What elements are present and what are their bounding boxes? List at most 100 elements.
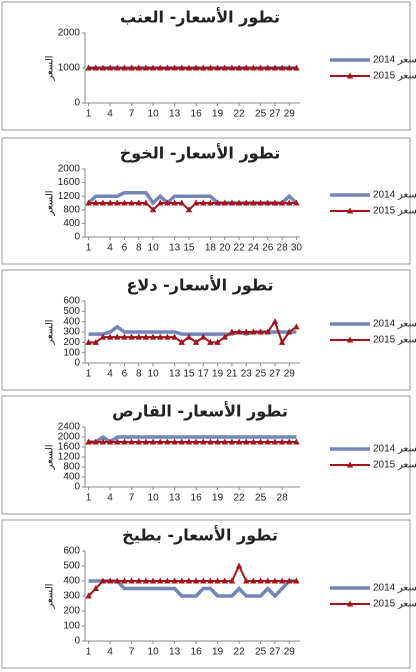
point-marker <box>235 199 243 206</box>
point-marker <box>228 199 236 206</box>
point-marker <box>149 206 157 213</box>
chart-title: تطور الأسعار- الخوخ <box>120 144 281 163</box>
point-marker <box>142 64 150 71</box>
x-tick-label: 6 <box>122 369 128 380</box>
point-marker <box>114 333 121 340</box>
x-tick-label: 29 <box>284 369 296 380</box>
point-marker <box>106 199 114 206</box>
point-marker <box>235 438 243 445</box>
point-marker <box>286 64 293 71</box>
point-marker <box>221 577 228 584</box>
point-marker <box>157 333 164 340</box>
point-marker <box>221 199 228 206</box>
point-marker <box>135 333 142 340</box>
point-marker <box>106 577 114 584</box>
y-tick-label: 400 <box>63 218 80 229</box>
x-tick-label: 16 <box>191 109 203 120</box>
y-axis-label: السعر <box>45 190 56 216</box>
point-marker <box>164 577 171 584</box>
x-tick-label: 1 <box>86 493 92 504</box>
point-marker <box>178 577 185 584</box>
point-marker <box>214 438 221 445</box>
y-tick-label: 0 <box>74 636 80 647</box>
point-marker <box>271 199 279 206</box>
point-marker <box>278 577 286 584</box>
x-tick-label: 8 <box>136 369 142 380</box>
legend-label: السعر 2015 <box>373 206 416 217</box>
point-marker <box>185 333 193 340</box>
x-tick-label: 28 <box>277 493 289 504</box>
point-marker <box>192 64 200 71</box>
x-tick-label: 29 <box>284 647 296 658</box>
point-marker <box>178 438 185 445</box>
chart-panel: تطور الأسعار- دلاعالسعر01002003004005006… <box>1 269 416 391</box>
x-tick-label: 29 <box>284 109 296 120</box>
y-tick-label: 2400 <box>58 422 81 433</box>
point-marker <box>128 333 135 340</box>
point-marker <box>121 438 128 445</box>
point-marker <box>157 577 164 584</box>
x-tick-label: 27 <box>269 369 281 380</box>
legend-marker <box>346 600 354 607</box>
point-marker <box>250 438 257 445</box>
x-tick-label: 13 <box>169 647 181 658</box>
point-marker <box>149 64 157 71</box>
y-tick-label: 500 <box>63 306 80 317</box>
point-marker <box>99 64 107 71</box>
y-tick-label: 800 <box>63 204 80 215</box>
legend-label: السعر 2014 <box>373 444 416 455</box>
point-marker <box>286 438 293 445</box>
point-marker <box>293 577 300 584</box>
point-marker <box>207 338 214 345</box>
point-marker <box>221 64 228 71</box>
point-marker <box>114 438 121 445</box>
x-tick-label: 10 <box>148 493 160 504</box>
point-marker <box>185 438 193 445</box>
legend-marker <box>346 461 354 468</box>
x-tick-label: 26 <box>262 243 274 254</box>
point-marker <box>149 577 157 584</box>
point-marker <box>271 577 279 584</box>
y-tick-label: 100 <box>63 621 80 632</box>
y-tick-label: 500 <box>63 561 80 572</box>
point-marker <box>228 64 236 71</box>
x-tick-label: 22 <box>234 647 246 658</box>
x-tick-label: 8 <box>136 243 142 254</box>
x-tick-label: 13 <box>169 109 181 120</box>
x-tick-label: 19 <box>212 109 224 120</box>
point-marker <box>200 333 207 340</box>
x-tick-label: 10 <box>148 647 160 658</box>
x-tick-label: 7 <box>129 647 135 658</box>
y-tick-label: 300 <box>63 327 80 338</box>
point-marker <box>207 438 214 445</box>
point-marker <box>135 438 142 445</box>
x-tick-label: 10 <box>148 109 160 120</box>
y-tick-label: 400 <box>63 316 80 327</box>
point-marker <box>200 64 207 71</box>
x-tick-label: 19 <box>212 369 224 380</box>
point-marker <box>235 328 243 335</box>
point-marker <box>264 199 271 206</box>
point-marker <box>157 438 164 445</box>
chart-panel: تطور الأسعار- بطيخ السعر 0 100 200 300 400 500 6… <box>1 519 416 669</box>
point-marker <box>278 338 286 345</box>
series-line <box>88 579 297 599</box>
chart-title: تطور الأسعار- دلاع <box>126 276 273 295</box>
point-marker <box>271 318 279 325</box>
point-marker <box>293 323 300 330</box>
y-tick-label: 300 <box>63 591 80 602</box>
point-marker <box>293 438 300 445</box>
point-marker <box>171 333 178 340</box>
point-marker <box>235 64 243 71</box>
x-tick-label: 13 <box>169 243 181 254</box>
point-marker <box>85 64 92 71</box>
point-marker <box>257 438 264 445</box>
y-tick-label: 600 <box>63 546 80 557</box>
point-marker <box>286 328 293 335</box>
point-marker <box>293 64 300 71</box>
point-marker <box>92 438 99 445</box>
point-marker <box>121 64 128 71</box>
point-marker <box>207 199 214 206</box>
x-tick-label: 4 <box>107 493 113 504</box>
x-tick-label: 16 <box>191 647 203 658</box>
